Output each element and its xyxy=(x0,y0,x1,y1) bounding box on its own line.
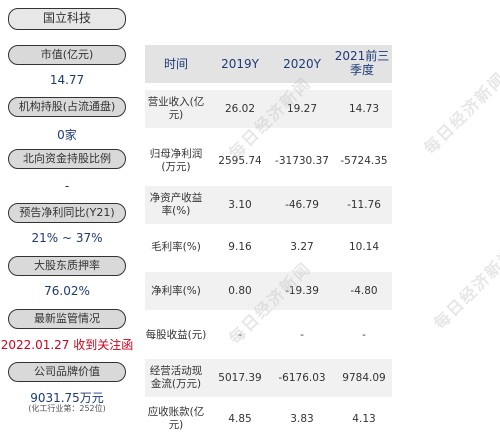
brand-value-label: 公司品牌价值 xyxy=(8,362,126,382)
table-row: 应收账款(亿元) 4.85 3.83 4.13 xyxy=(145,400,392,438)
row-label: 归母净利润(万元) xyxy=(149,148,203,173)
cell-2020: -31730.37 xyxy=(275,154,329,167)
cell-2019: 3.10 xyxy=(228,198,252,211)
cell-2021: -4.80 xyxy=(350,284,378,297)
cell-2021: 14.73 xyxy=(348,102,380,115)
cell-2020: 3.27 xyxy=(290,240,314,253)
brand-value-value: 9031.75万元 xyxy=(30,391,104,405)
profit-forecast-label: 预告净利同比(Y21) xyxy=(8,203,126,223)
table-row: 归母净利润(万元) 2595.74 -31730.37 -5724.35 xyxy=(145,142,392,180)
brand-rank-note: (化工行业第：252位) xyxy=(28,404,106,413)
cell-2019: 0.80 xyxy=(228,284,252,297)
table-row: 营业收入(亿元) 26.02 19.27 14.73 xyxy=(145,90,392,128)
cell-2020: -6176.03 xyxy=(278,371,326,384)
cell-2019: 26.02 xyxy=(224,102,256,115)
cell-2020: 19.27 xyxy=(286,102,318,115)
regulatory-label: 最新监管情况 xyxy=(8,309,126,329)
row-label: 净资产收益率(%) xyxy=(149,192,203,217)
row-label: 毛利率(%) xyxy=(151,240,201,253)
row-label: 每股收益(元) xyxy=(145,328,207,341)
header-2019: 2019Y xyxy=(221,57,259,71)
pledge-ratio-value: 76.02% xyxy=(44,284,90,298)
market-cap-value: 14.77 xyxy=(49,73,85,87)
cell-2021: -11.76 xyxy=(347,198,381,211)
row-label: 经营活动现金流(万元) xyxy=(149,365,203,390)
table-row: 毛利率(%) 9.16 3.27 10.14 xyxy=(145,228,392,266)
cell-2019: 9.16 xyxy=(228,240,252,253)
header-2020: 2020Y xyxy=(283,57,321,71)
company-name: 国立科技 xyxy=(8,8,126,30)
pledge-ratio-label: 大股东质押率 xyxy=(8,256,126,276)
cell-2019: 4.85 xyxy=(228,412,252,425)
row-label: 营业收入(亿元) xyxy=(147,96,205,121)
table-row: 净资产收益率(%) 3.10 -46.79 -11.76 xyxy=(145,186,392,224)
table-row: 净利率(%) 0.80 -19.39 -4.80 xyxy=(145,272,392,310)
cell-2020: 3.83 xyxy=(290,412,314,425)
northbound-ratio-value: - xyxy=(64,179,70,193)
institution-holding-label: 机构持股(占流通盘) xyxy=(8,97,126,117)
row-label: 净利率(%) xyxy=(151,284,201,297)
northbound-ratio-label: 北向资金持股比例 xyxy=(8,149,126,169)
cell-2019: 5017.39 xyxy=(218,371,262,384)
cell-2019: 2595.74 xyxy=(218,154,262,167)
table-row: 每股收益(元) - - - xyxy=(145,316,392,354)
cell-2021: - xyxy=(362,328,366,341)
profit-forecast-value: 21% ~ 37% xyxy=(31,231,103,245)
table-row: 经营活动现金流(万元) 5017.39 -6176.03 9784.09 xyxy=(145,359,392,397)
regulatory-value: 2022.01.27 收到关注函 xyxy=(0,338,134,352)
cell-2021: -5724.35 xyxy=(340,154,388,167)
cell-2021: 9784.09 xyxy=(342,371,386,384)
header-time: 时间 xyxy=(163,57,188,71)
institution-holding-value: 0家 xyxy=(57,128,77,142)
cell-2020: - xyxy=(300,328,304,341)
market-cap-label: 市值(亿元) xyxy=(8,45,126,65)
watermark: 每日经济新闻 xyxy=(420,68,500,158)
cell-2020: -46.79 xyxy=(285,198,319,211)
table-header: 时间 2019Y 2020Y 2021前三季度 xyxy=(145,45,392,83)
row-label: 应收账款(亿元) xyxy=(147,406,205,431)
cell-2020: -19.39 xyxy=(285,284,319,297)
header-2021q3: 2021前三季度 xyxy=(334,49,390,77)
cell-2019: - xyxy=(238,328,242,341)
cell-2021: 4.13 xyxy=(352,412,376,425)
cell-2021: 10.14 xyxy=(348,240,380,253)
watermark: 每日经济新闻 xyxy=(430,243,500,333)
